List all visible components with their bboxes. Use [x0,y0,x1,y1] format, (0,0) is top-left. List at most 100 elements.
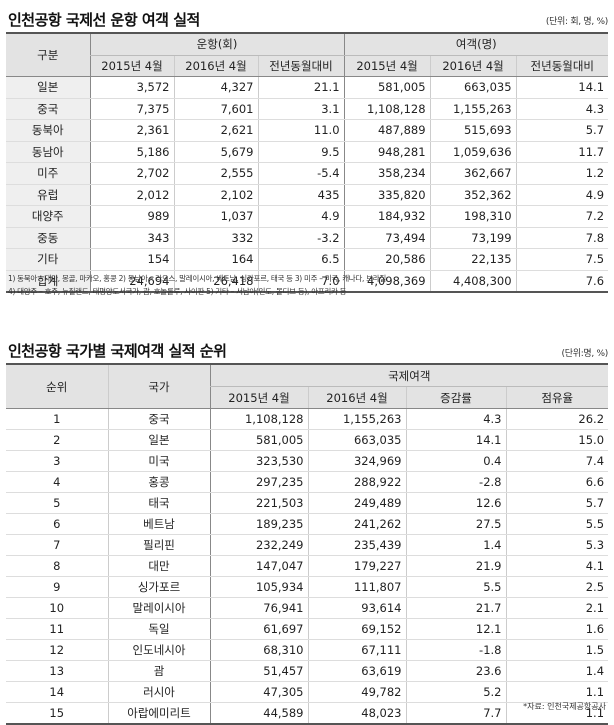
passengers-2015-cell: 61,697 [209,618,308,640]
passengers-2015-cell: 51,457 [209,660,308,682]
ranking-table-body: 1 중국 1,108,128 1,155,263 4.3 26.2 2 일본 581,005 66… [6,408,609,725]
header-passengers: 여객(명) [343,33,609,56]
table-row: 3 미국 323,530 324,969 0.4 7.4 [6,450,609,472]
share-cell: 5.3 [505,534,609,556]
passengers-2016-cell: 1,059,636 [429,141,517,163]
share-cell: 2.5 [505,576,609,598]
passengers-2015-cell: 335,820 [343,184,431,206]
flights-yoy-cell: 9.5 [257,141,345,163]
passengers-2015-cell: 948,281 [343,141,431,163]
rank-cell: 4 [6,471,108,493]
passengers-2016-cell: 67,111 [307,639,406,661]
header-passengers-yoy: 전년동월대비 [515,55,609,77]
flights-2015-cell: 343 [89,227,174,249]
flights-2015-cell: 5,186 [89,141,174,163]
passengers-yoy-cell: 14.1 [515,76,609,99]
table-row: 4 홍콩 297,235 288,922 -2.8 6.6 [6,471,609,493]
flights-2016-cell: 332 [173,227,258,249]
passengers-2016-cell: 111,807 [307,576,406,598]
rank-cell: 10 [6,597,108,619]
flights-passengers-table: 구분 운항(회) 여객(명) 2015년 4월 2016년 4월 전년동월대비 … [6,32,609,293]
rank-cell: 2 [6,429,108,451]
passengers-2016-cell: 4,408,300 [429,269,517,292]
growth-cell: 4.3 [405,408,506,430]
growth-cell: -1.8 [405,639,506,661]
flights-2015-cell: 24,694 [89,269,174,292]
passengers-2016-cell: 235,439 [307,534,406,556]
flights-yoy-cell: 21.1 [257,76,345,99]
passengers-2015-cell: 147,047 [209,555,308,577]
flights-2015-cell: 154 [89,248,174,271]
growth-cell: 21.7 [405,597,506,619]
growth-cell: 21.9 [405,555,506,577]
passengers-2015-cell: 184,932 [343,205,431,228]
passengers-yoy-cell: 7.6 [515,269,609,292]
header-intl-passengers: 국제여객 [209,364,609,387]
passengers-2016-cell: 1,155,263 [307,408,406,430]
flights-2016-cell: 2,102 [173,184,258,206]
source-note: *자료: 인천국제공항공사 [523,702,606,711]
passengers-yoy-cell: 7.8 [515,227,609,249]
country-cell: 베트남 [107,513,210,535]
flights-2016-cell: 5,679 [173,141,258,163]
region-cell: 합계 [6,269,90,292]
country-cell: 러시아 [107,681,210,703]
country-ranking-table: 순위 국가 국제여객 2015년 4월 2016년 4월 증감률 점유율 1 중국… [6,363,609,725]
flights-2015-cell: 2,361 [89,119,174,142]
flights-2015-cell: 7,375 [89,98,174,120]
country-cell: 미국 [107,450,210,472]
rank-cell: 14 [6,681,108,703]
table-row: 동북아 2,361 2,621 11.0 487,889 515,693 5.7 [6,119,609,142]
table-row: 13 괌 51,457 63,619 23.6 1.4 [6,660,609,682]
table-row: 기타 154 164 6.5 20,586 22,135 7.5 [6,248,609,271]
flights-2015-cell: 989 [89,205,174,228]
country-cell: 인도네시아 [107,639,210,661]
table-row: 중동 343 332 -3.2 73,494 73,199 7.8 [6,227,609,249]
region-cell: 일본 [6,76,90,99]
rank-cell: 12 [6,639,108,661]
share-cell: 1.6 [505,618,609,640]
passengers-2015-cell: 581,005 [343,76,431,99]
passengers-2016-cell: 352,362 [429,184,517,206]
note-line: 4) 대양주 – 호주, 뉴질랜드, 태평양도서국가, 괌, 호놀룰루, 사이판… [8,287,347,296]
table-row: 1 중국 1,108,128 1,155,263 4.3 26.2 [6,408,609,430]
country-cell: 태국 [107,492,210,514]
rank-cell: 13 [6,660,108,682]
rank-cell: 7 [6,534,108,556]
passengers-2016-cell: 663,035 [429,76,517,99]
rank-cell: 8 [6,555,108,577]
flights-yoy-cell: 6.5 [257,248,345,271]
country-cell: 독일 [107,618,210,640]
passengers-2016-cell: 179,227 [307,555,406,577]
header-region: 구분 [6,33,90,77]
header-passengers-2016: 2016년 4월 [429,55,517,77]
region-cell: 미주 [6,162,90,185]
flights-table-body: 일본 3,572 4,327 21.1 581,005 663,035 14.1 중국 7,37… [6,76,609,292]
section1-unit: (단위: 회, 명, %) [545,17,608,27]
country-cell: 일본 [107,429,210,451]
growth-cell: -2.8 [405,471,506,493]
region-cell: 중국 [6,98,90,120]
flights-yoy-cell: 3.1 [257,98,345,120]
header-growth: 증감률 [405,386,506,409]
flights-2015-cell: 2,702 [89,162,174,185]
note-line: 1) 동북아 – 대만, 몽골, 마카오, 홍콩 2) 동남아 – 라오스, 말… [8,274,386,283]
country-cell: 홍콩 [107,471,210,493]
flights-yoy-cell: 4.9 [257,205,345,228]
passengers-2015-cell: 487,889 [343,119,431,142]
table-row: 2 일본 581,005 663,035 14.1 15.0 [6,429,609,451]
growth-cell: 0.4 [405,450,506,472]
passengers-2015-cell: 73,494 [343,227,431,249]
flights-yoy-cell: 7.0 [257,269,345,292]
flights-yoy-cell: 11.0 [257,119,345,142]
header-flights-2015: 2015년 4월 [89,55,174,77]
section2-unit: (단위:명, %) [561,349,609,359]
passengers-2015-cell: 47,305 [209,681,308,703]
growth-cell: 12.6 [405,492,506,514]
growth-cell: 5.2 [405,681,506,703]
growth-cell: 14.1 [405,429,506,451]
passengers-2016-cell: 515,693 [429,119,517,142]
passengers-2015-cell: 1,108,128 [343,98,431,120]
table-row: 대양주 989 1,037 4.9 184,932 198,310 7.2 [6,205,609,228]
flights-2016-cell: 2,621 [173,119,258,142]
